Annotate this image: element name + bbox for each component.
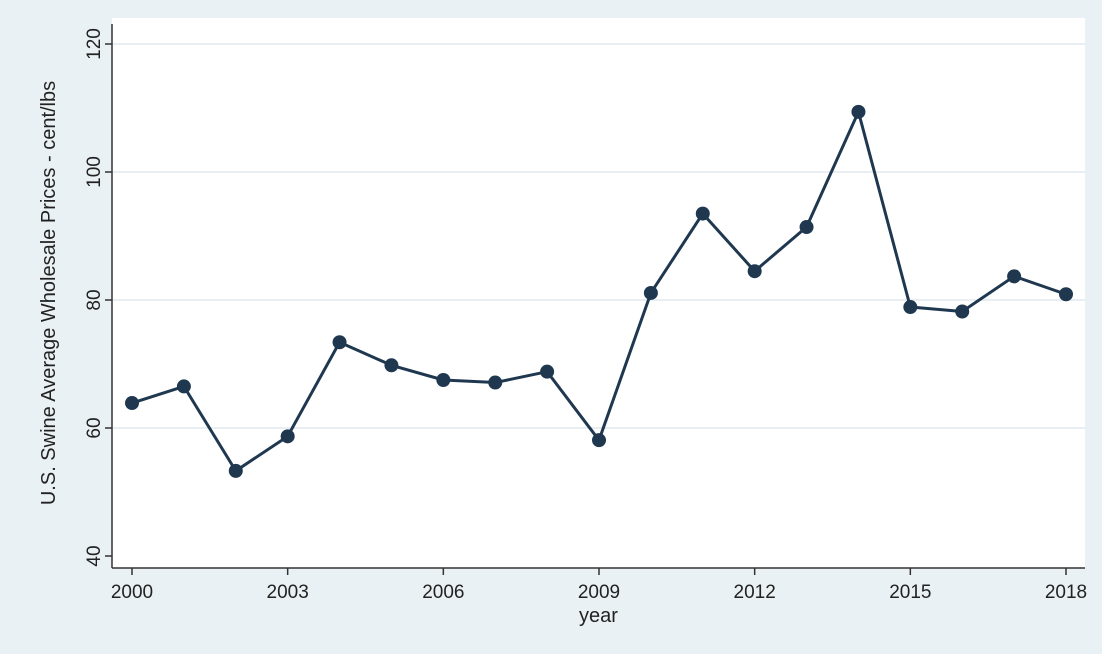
y-tick-label-40: 40	[84, 545, 105, 566]
data-point-2015	[903, 300, 918, 315]
series	[125, 104, 1073, 478]
data-point-2018	[1059, 287, 1073, 302]
data-point-2007	[488, 375, 503, 390]
data-point-2010	[643, 285, 658, 300]
x-tick-label-2000: 2000	[111, 582, 153, 603]
gridlines	[112, 43, 1085, 429]
data-point-2006	[436, 373, 451, 387]
data-point-2017	[1007, 269, 1022, 284]
x-tick-label-2018: 2018	[1045, 582, 1087, 603]
plot-area	[112, 18, 1085, 568]
data-point-2004	[332, 335, 347, 350]
data-point-2016	[955, 304, 970, 319]
data-point-2014	[851, 104, 866, 119]
axes: 40 60 80 100 120 2000 2003 2006 2009 2012 2015 2018	[84, 24, 1087, 603]
y-tick-label-100: 100	[84, 156, 105, 188]
data-point-2003	[280, 429, 295, 444]
y-axis-label: U.S. Swine Average Wholesale Prices - ce…	[38, 81, 60, 505]
data-point-2001	[176, 379, 191, 394]
x-axis-label: year	[579, 605, 618, 627]
y-tick-label-120: 120	[84, 28, 105, 60]
x-tick-label-2009: 2009	[578, 582, 620, 603]
data-point-2000	[125, 396, 139, 411]
data-point-2008	[540, 364, 555, 379]
data-point-2013	[799, 220, 814, 235]
x-tick-label-2015: 2015	[889, 582, 931, 603]
data-point-2011	[695, 206, 710, 221]
data-point-2012	[747, 264, 762, 279]
y-tick-label-60: 60	[84, 417, 105, 438]
y-tick-label-80: 80	[84, 289, 105, 310]
x-tick-label-2006: 2006	[422, 582, 464, 603]
data-point-2002	[228, 463, 243, 478]
x-tick-label-2003: 2003	[267, 582, 309, 603]
x-tick-label-2012: 2012	[734, 582, 776, 603]
data-point-2009	[592, 433, 606, 448]
data-point-2005	[384, 358, 399, 373]
